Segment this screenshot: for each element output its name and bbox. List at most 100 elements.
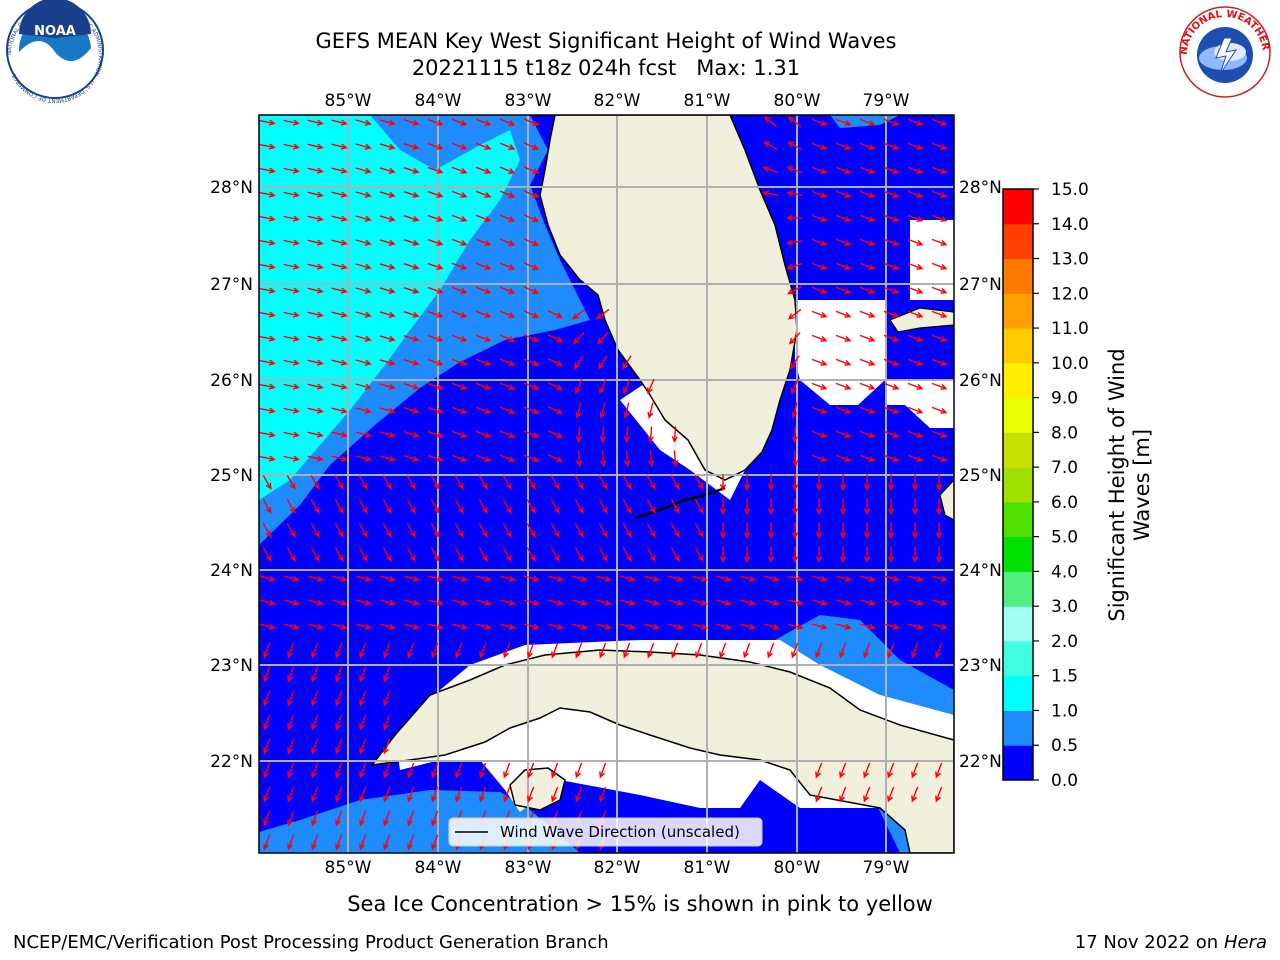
- wind-wave-arrow: [334, 475, 344, 490]
- wind-wave-arrow: [619, 599, 636, 606]
- wind-wave-arrow: [331, 263, 348, 270]
- wind-wave-arrow: [331, 599, 348, 606]
- wind-wave-arrow: [595, 308, 610, 320]
- map-area: [259, 115, 954, 853]
- wind-wave-arrow: [811, 118, 828, 126]
- wind-wave-arrow: [787, 285, 802, 295]
- wind-wave-arrow: [310, 547, 320, 562]
- wind-wave-arrow: [811, 430, 828, 438]
- wind-wave-arrow: [523, 262, 540, 270]
- wind-wave-arrow: [835, 358, 852, 366]
- wind-wave-arrow: [334, 499, 344, 514]
- wind-wave-arrow: [475, 599, 492, 606]
- wind-wave-arrow: [355, 119, 372, 126]
- wind-wave-arrow: [785, 214, 803, 222]
- wind-wave-arrow: [478, 547, 488, 562]
- wind-wave-arrow: [379, 215, 396, 222]
- wind-wave-arrow: [263, 642, 271, 659]
- wind-wave-arrow: [331, 359, 348, 366]
- wind-wave-arrow: [403, 263, 420, 270]
- wind-wave-arrow: [499, 575, 516, 582]
- wind-wave-arrow: [403, 455, 420, 462]
- wind-wave-arrow: [791, 546, 799, 564]
- colorbar-tick-label: 4.0: [1051, 562, 1078, 582]
- wind-wave-arrow: [523, 430, 540, 438]
- wind-wave-arrow: [355, 407, 372, 414]
- lon-label-top: 84°W: [415, 91, 462, 111]
- wind-wave-arrow: [358, 475, 368, 490]
- wind-wave-arrow: [283, 191, 300, 198]
- wind-wave-arrow: [307, 431, 324, 438]
- colorbar-segment: [1003, 640, 1033, 677]
- wind-wave-arrow: [619, 623, 636, 630]
- wind-wave-arrow: [791, 378, 799, 395]
- wind-wave-arrow: [648, 450, 655, 468]
- wind-wave-arrow: [859, 286, 876, 294]
- noaa-logo-label: NOAA: [34, 24, 76, 39]
- wind-wave-arrow: [791, 402, 798, 419]
- wind-wave-arrow: [283, 167, 300, 174]
- wind-wave-arrow: [331, 455, 348, 462]
- wind-wave-arrow: [787, 308, 802, 320]
- wind-wave-arrow: [379, 335, 396, 342]
- wind-wave-arrow: [694, 499, 704, 514]
- wind-wave-arrow: [815, 522, 823, 540]
- wind-wave-arrow: [547, 454, 564, 462]
- wind-wave-arrow: [451, 454, 468, 462]
- wind-wave-arrow: [763, 116, 778, 128]
- wind-wave-arrow: [550, 499, 560, 514]
- wind-wave-arrow: [287, 642, 295, 659]
- wind-wave-arrow: [359, 762, 367, 779]
- colorbar-segment: [1003, 571, 1033, 607]
- wind-wave-arrow: [431, 786, 439, 803]
- wind-wave-arrow: [931, 214, 948, 222]
- wind-wave-arrow: [310, 499, 320, 514]
- wind-wave-arrow: [283, 335, 300, 342]
- wind-wave-arrow: [835, 190, 852, 198]
- wind-wave-arrow: [287, 786, 295, 803]
- wind-wave-arrow: [883, 310, 900, 318]
- colorbar-tick-label: 9.0: [1051, 389, 1078, 409]
- wind-wave-arrow: [359, 642, 367, 659]
- wind-wave-arrow: [859, 238, 876, 246]
- wind-wave-arrow: [715, 599, 732, 606]
- wind-wave-arrow: [455, 762, 463, 779]
- wind-wave-arrow: [883, 454, 900, 462]
- wind-wave-arrow: [931, 238, 948, 246]
- footer-date: 17 Nov 2022 on Hera: [1075, 932, 1267, 953]
- wind-wave-arrow: [835, 118, 852, 126]
- wind-wave-arrow: [931, 142, 948, 150]
- wind-wave-arrow: [403, 383, 420, 390]
- wind-wave-arrow: [811, 599, 828, 606]
- wind-wave-arrow: [863, 546, 871, 564]
- wind-wave-arrow: [427, 599, 444, 606]
- wind-wave-arrow: [811, 454, 828, 462]
- wind-wave-arrow: [311, 642, 319, 659]
- wind-wave-arrow: [283, 623, 300, 630]
- wind-wave-arrow: [623, 426, 630, 444]
- colorbar-tick-label: 1.0: [1051, 701, 1078, 721]
- land-bahamas: [889, 307, 954, 521]
- wind-wave-arrow: [382, 499, 392, 514]
- wind-wave-arrow: [787, 141, 802, 151]
- wind-wave-arrow: [355, 623, 372, 630]
- footer-date-text: 17 Nov 2022 on: [1074, 932, 1219, 953]
- wind-wave-arrow: [455, 786, 463, 803]
- wind-wave-arrow: [263, 714, 271, 731]
- wind-wave-arrow: [307, 599, 324, 606]
- lat-label-right: 25°N: [959, 466, 1002, 486]
- wind-wave-arrow: [859, 382, 876, 390]
- wind-wave-arrow: [743, 642, 751, 659]
- wind-wave-arrow: [499, 358, 516, 366]
- wind-wave-arrow: [359, 666, 367, 683]
- wind-wave-arrow: [835, 406, 852, 414]
- wind-wave-arrow: [883, 142, 900, 150]
- wind-wave-arrow: [787, 623, 804, 630]
- wind-wave-arrow: [694, 475, 704, 490]
- wind-wave-arrow: [478, 475, 488, 490]
- wind-wave-arrow: [451, 310, 468, 318]
- wind-wave-arrow: [499, 262, 516, 270]
- wind-wave-arrow: [931, 166, 948, 174]
- wind-wave-arrow: [383, 786, 391, 803]
- wind-wave-arrow: [883, 214, 900, 222]
